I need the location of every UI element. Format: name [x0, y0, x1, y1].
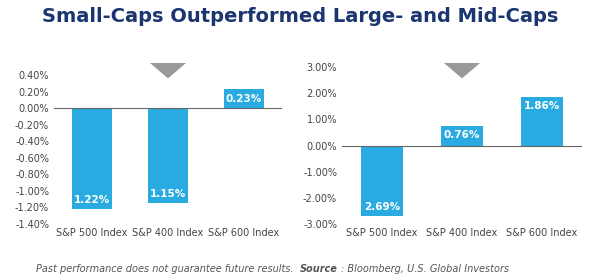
Text: Returns in March: Returns in March [405, 45, 519, 58]
Bar [72, 108, 112, 209]
Text: 1.86%: 1.86% [524, 101, 560, 111]
Text: Small-Caps Outperformed Large- and Mid-Caps: Small-Caps Outperformed Large- and Mid-C… [42, 7, 558, 26]
Bar [224, 90, 264, 108]
Polygon shape [444, 63, 480, 78]
Text: Source: Source [300, 264, 338, 274]
Bar [441, 126, 483, 146]
Polygon shape [150, 63, 186, 78]
Text: Returns in First Quarter 2018: Returns in First Quarter 2018 [70, 45, 266, 58]
Bar [148, 108, 188, 203]
Text: 1.15%: 1.15% [150, 189, 186, 199]
Text: Past performance does not guarantee future results.: Past performance does not guarantee futu… [36, 264, 300, 274]
Text: : Bloomberg, U.S. Global Investors: : Bloomberg, U.S. Global Investors [341, 264, 509, 274]
Text: 0.76%: 0.76% [444, 130, 480, 140]
Bar [521, 97, 563, 146]
Bar [361, 146, 403, 216]
Text: 0.23%: 0.23% [226, 94, 262, 104]
Text: 1.22%: 1.22% [74, 195, 110, 205]
Text: 2.69%: 2.69% [364, 202, 400, 212]
